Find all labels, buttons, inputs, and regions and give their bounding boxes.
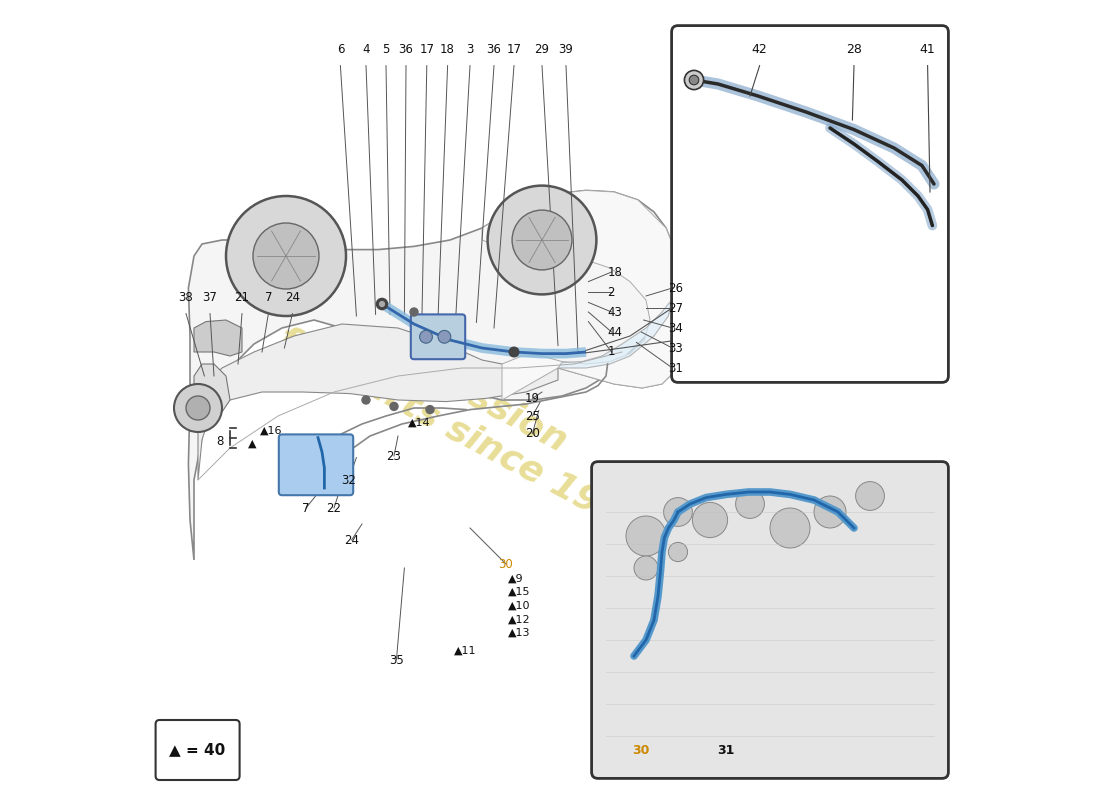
Text: 30: 30 — [498, 558, 514, 570]
Polygon shape — [188, 190, 678, 560]
Text: ▲10: ▲10 — [508, 601, 531, 610]
Text: 20: 20 — [525, 427, 540, 440]
Circle shape — [426, 406, 434, 414]
Text: 31: 31 — [717, 744, 735, 757]
Text: ▲14: ▲14 — [408, 418, 430, 427]
Text: 6: 6 — [337, 43, 344, 56]
FancyBboxPatch shape — [278, 434, 353, 495]
FancyBboxPatch shape — [592, 462, 948, 778]
Text: ▲15: ▲15 — [508, 587, 531, 597]
Text: 18: 18 — [607, 266, 623, 278]
Text: 1: 1 — [607, 346, 615, 358]
Circle shape — [174, 384, 222, 432]
Circle shape — [634, 556, 658, 580]
Text: a passion
for parts since 1985: a passion for parts since 1985 — [272, 287, 668, 545]
Text: ▲: ▲ — [248, 439, 256, 449]
Circle shape — [663, 498, 692, 526]
Text: 7: 7 — [302, 502, 310, 514]
FancyBboxPatch shape — [672, 26, 948, 382]
Circle shape — [410, 308, 418, 316]
Circle shape — [253, 223, 319, 289]
Circle shape — [362, 396, 370, 404]
Text: 39: 39 — [559, 43, 573, 56]
Text: 2: 2 — [607, 286, 615, 298]
Polygon shape — [198, 324, 558, 480]
Text: 33: 33 — [669, 342, 683, 354]
Circle shape — [690, 75, 698, 85]
Text: 26: 26 — [669, 282, 683, 294]
Text: 17: 17 — [506, 43, 521, 56]
Text: 24: 24 — [285, 291, 300, 304]
Text: 23: 23 — [386, 450, 402, 462]
Text: ▲11: ▲11 — [454, 646, 476, 655]
FancyBboxPatch shape — [155, 720, 240, 780]
Text: 31: 31 — [669, 362, 683, 374]
Text: 36: 36 — [398, 43, 414, 56]
Text: ▲12: ▲12 — [508, 614, 531, 624]
Text: 29: 29 — [535, 43, 550, 56]
Text: 3: 3 — [466, 43, 474, 56]
Polygon shape — [558, 300, 672, 368]
Circle shape — [419, 330, 432, 343]
Circle shape — [378, 300, 386, 308]
Circle shape — [509, 347, 519, 357]
Text: 22: 22 — [327, 502, 341, 514]
Text: ▲9: ▲9 — [508, 574, 524, 583]
Text: 24: 24 — [344, 534, 359, 546]
Text: ▲13: ▲13 — [508, 628, 531, 638]
Circle shape — [379, 302, 384, 306]
Text: 36: 36 — [486, 43, 502, 56]
Circle shape — [226, 196, 346, 316]
Text: 34: 34 — [669, 322, 683, 334]
Polygon shape — [194, 320, 242, 356]
Text: 18: 18 — [440, 43, 455, 56]
Text: 44: 44 — [607, 326, 623, 338]
Text: 19: 19 — [525, 392, 540, 405]
Circle shape — [438, 330, 451, 343]
Polygon shape — [194, 364, 230, 416]
Text: 4: 4 — [362, 43, 370, 56]
Text: 43: 43 — [607, 306, 623, 318]
Text: 25: 25 — [525, 410, 540, 422]
Text: 27: 27 — [669, 302, 683, 314]
Text: 37: 37 — [202, 291, 218, 304]
Circle shape — [626, 516, 666, 556]
Circle shape — [186, 396, 210, 420]
Text: 7: 7 — [265, 291, 272, 304]
Text: 30: 30 — [632, 744, 650, 757]
Circle shape — [692, 502, 727, 538]
Circle shape — [487, 186, 596, 294]
Text: 5: 5 — [383, 43, 389, 56]
Circle shape — [513, 210, 572, 270]
Circle shape — [376, 298, 387, 310]
Text: 28: 28 — [846, 43, 862, 56]
Text: 41: 41 — [920, 43, 935, 56]
Text: ▲16: ▲16 — [261, 426, 283, 435]
Text: 32: 32 — [341, 474, 355, 486]
Text: 21: 21 — [234, 291, 250, 304]
Circle shape — [684, 70, 704, 90]
Polygon shape — [482, 190, 678, 400]
Text: ▲ = 40: ▲ = 40 — [169, 742, 226, 758]
Circle shape — [669, 542, 688, 562]
Text: 35: 35 — [389, 654, 404, 666]
Text: 8: 8 — [216, 435, 223, 448]
Text: 38: 38 — [178, 291, 194, 304]
Circle shape — [736, 490, 764, 518]
Circle shape — [814, 496, 846, 528]
Text: 17: 17 — [419, 43, 435, 56]
FancyBboxPatch shape — [410, 314, 465, 359]
Polygon shape — [558, 300, 678, 388]
Text: 42: 42 — [751, 43, 768, 56]
Circle shape — [856, 482, 884, 510]
Circle shape — [390, 402, 398, 410]
Circle shape — [770, 508, 810, 548]
